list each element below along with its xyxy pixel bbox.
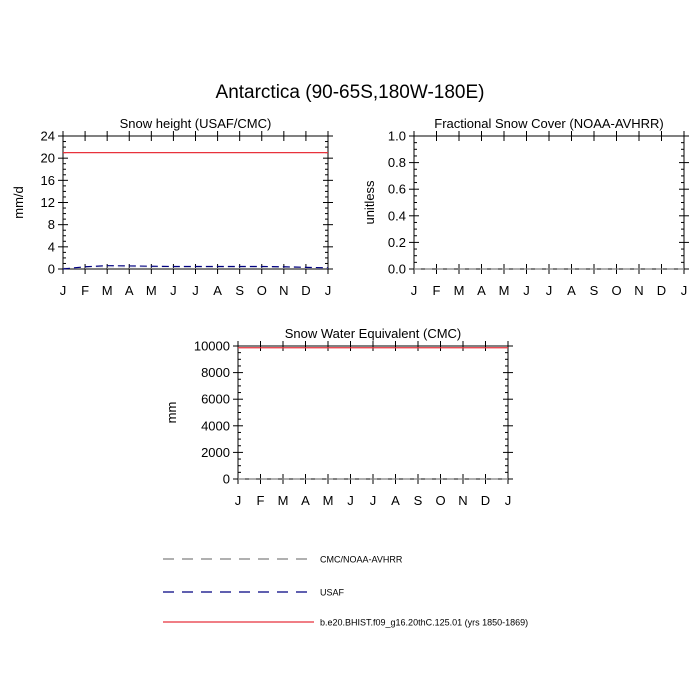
y-tick-label: 8000 <box>201 365 230 380</box>
x-tick-label: S <box>590 283 599 298</box>
x-tick-label: N <box>458 493 467 508</box>
y-tick-label: 16 <box>41 173 55 188</box>
x-tick-label: J <box>505 493 512 508</box>
x-tick-label: A <box>477 283 486 298</box>
y-tick-label: 0 <box>223 472 230 487</box>
x-tick-label: A <box>567 283 576 298</box>
y-tick-label: 24 <box>41 129 55 144</box>
chart-title: Snow Water Equivalent (CMC) <box>285 326 462 341</box>
x-tick-label: S <box>235 283 244 298</box>
chart-title: Snow height (USAF/CMC) <box>120 116 272 131</box>
x-tick-label: J <box>235 493 242 508</box>
plot-frame <box>413 135 685 270</box>
y-axis-label: unitless <box>362 180 377 225</box>
x-tick-label: J <box>523 283 530 298</box>
plot-frame <box>62 135 329 270</box>
x-tick-label: J <box>681 283 688 298</box>
x-tick-label: O <box>435 493 445 508</box>
x-tick-label: M <box>102 283 113 298</box>
legend-label: b.e20.BHIST.f09_g16.20thC.125.01 (yrs 18… <box>320 618 528 628</box>
y-tick-label: 12 <box>41 195 55 210</box>
chart-panel-2: Snow Water Equivalent (CMC) mm 0 2000 4000 60… <box>164 326 513 508</box>
x-tick-label: M <box>454 283 465 298</box>
x-tick-label: F <box>81 283 89 298</box>
x-tick-label: M <box>278 493 289 508</box>
legend: CMC/NOAA-AVHRR USAF b.e20.BHIST.f09_g16.20… <box>163 555 528 628</box>
x-tick-label: M <box>499 283 510 298</box>
x-tick-label: O <box>257 283 267 298</box>
x-tick-label: O <box>611 283 621 298</box>
x-tick-label: M <box>323 493 334 508</box>
x-tick-label: J <box>170 283 177 298</box>
y-tick-label: 0.8 <box>388 155 406 170</box>
x-tick-label: M <box>146 283 157 298</box>
x-tick-label: J <box>370 493 377 508</box>
legend-label: USAF <box>320 588 345 598</box>
y-tick-label: 8 <box>48 217 55 232</box>
x-tick-label: J <box>546 283 553 298</box>
x-tick-label: J <box>60 283 67 298</box>
chart-panel-1: Fractional Snow Cover (NOAA-AVHRR) unitle… <box>362 116 689 298</box>
x-tick-label: D <box>301 283 310 298</box>
series-line-1 <box>62 265 329 270</box>
chart-title: Fractional Snow Cover (NOAA-AVHRR) <box>434 116 663 131</box>
x-tick-label: D <box>657 283 666 298</box>
y-tick-label: 10000 <box>194 339 230 354</box>
y-axis-label: mm/d <box>11 186 26 219</box>
x-tick-label: D <box>481 493 490 508</box>
x-tick-label: J <box>411 283 418 298</box>
y-tick-label: 6000 <box>201 392 230 407</box>
y-tick-label: 1.0 <box>388 129 406 144</box>
y-tick-label: 20 <box>41 151 55 166</box>
x-tick-label: A <box>125 283 134 298</box>
x-tick-label: A <box>391 493 400 508</box>
y-tick-label: 0.4 <box>388 208 406 223</box>
y-tick-label: 2000 <box>201 445 230 460</box>
legend-label: CMC/NOAA-AVHRR <box>320 555 403 565</box>
x-tick-label: F <box>433 283 441 298</box>
x-tick-label: A <box>301 493 310 508</box>
x-tick-label: J <box>325 283 332 298</box>
x-tick-label: N <box>634 283 643 298</box>
x-tick-label: J <box>347 493 354 508</box>
x-tick-label: J <box>192 283 199 298</box>
x-tick-label: F <box>257 493 265 508</box>
y-tick-label: 0.0 <box>388 262 406 277</box>
x-tick-label: A <box>213 283 222 298</box>
y-axis-label: mm <box>164 402 179 424</box>
y-tick-label: 4 <box>48 239 55 254</box>
page-title: Antarctica (90-65S,180W-180E) <box>215 82 485 103</box>
y-tick-label: 0.6 <box>388 182 406 197</box>
y-tick-label: 0.2 <box>388 235 406 250</box>
x-tick-label: S <box>414 493 423 508</box>
y-tick-label: 0 <box>48 262 55 277</box>
y-tick-label: 4000 <box>201 418 230 433</box>
x-tick-label: N <box>279 283 288 298</box>
plot-frame <box>237 345 509 480</box>
